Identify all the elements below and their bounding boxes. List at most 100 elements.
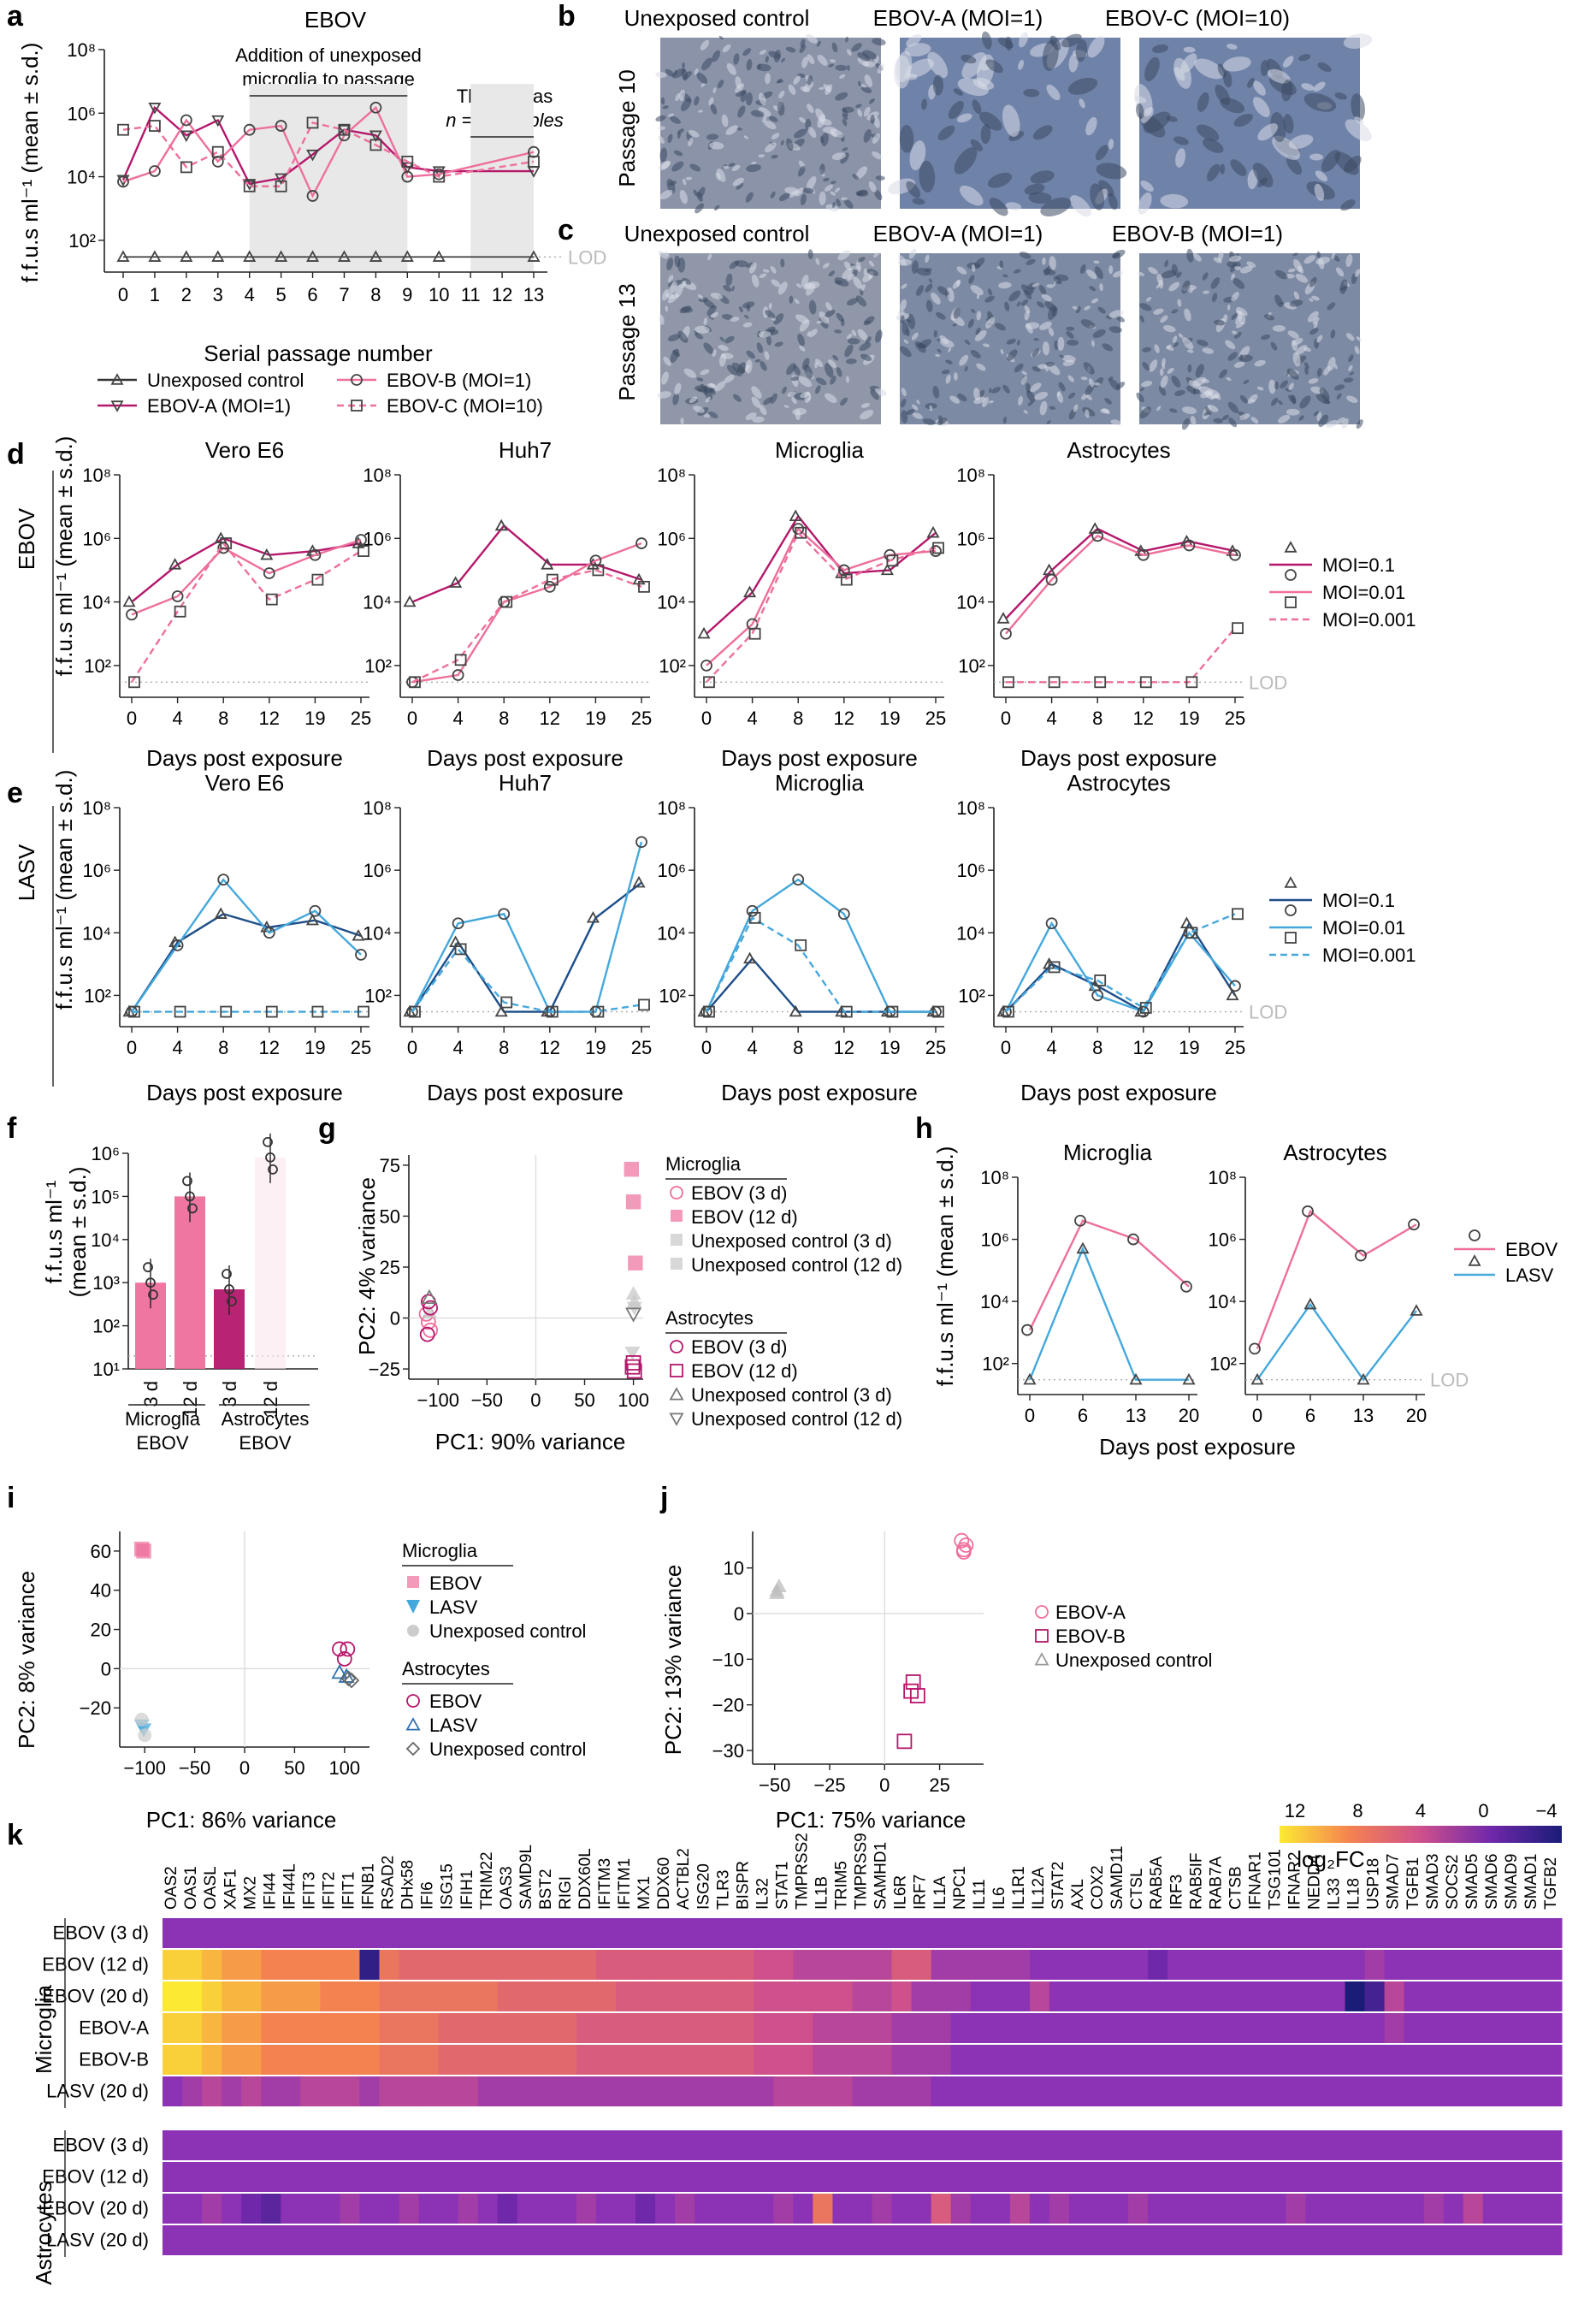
photo-b-1-cell bbox=[970, 139, 983, 151]
heatmap-cell bbox=[556, 2162, 577, 2192]
photo-c-0-cell bbox=[718, 353, 727, 367]
panel-d-3-series-1-point bbox=[1183, 539, 1196, 552]
photo-c-2-cell bbox=[1181, 280, 1191, 294]
heatmap-cell bbox=[477, 2130, 499, 2160]
heatmap-cell bbox=[1325, 2162, 1346, 2192]
heatmap-cell bbox=[675, 2076, 695, 2106]
photo-b-0-cell bbox=[873, 189, 883, 200]
photo-c-2-cell bbox=[1315, 257, 1331, 265]
heatmap-gene-label: NEDD4 bbox=[1306, 1854, 1324, 1910]
heatmap-cell bbox=[1384, 2045, 1405, 2075]
photo-c-0-cell bbox=[697, 293, 704, 299]
heatmap-cell bbox=[182, 1981, 203, 2011]
photo-c-0-cell bbox=[799, 319, 810, 332]
heatmap-cell bbox=[970, 2013, 991, 2043]
photo-c-0-cell bbox=[738, 306, 743, 313]
heatmap-cell bbox=[458, 2045, 479, 2075]
heatmap-cell bbox=[695, 2076, 715, 2106]
heatmap-row-micro-4: EBOV-B bbox=[79, 2049, 149, 2070]
panel-i-legend-micro-2: Unexposed control bbox=[429, 1620, 586, 1642]
panel-d-0-xlabel: Days post exposure bbox=[146, 745, 343, 771]
heatmap-cell bbox=[793, 2194, 813, 2224]
heatmap-cell bbox=[536, 2225, 558, 2255]
panel-d-1-xtick-label: 12 bbox=[540, 708, 560, 729]
photo-c-0-cell bbox=[822, 263, 830, 269]
heatmap-cell bbox=[1463, 2130, 1484, 2160]
photo-b-0-cell bbox=[872, 133, 880, 144]
heatmap-cell bbox=[852, 2045, 873, 2075]
photo-c-1-cell bbox=[968, 275, 975, 284]
photo-c-2-cell bbox=[1184, 308, 1191, 322]
panel-d-2-xtick-label: 19 bbox=[879, 708, 900, 729]
photo-b-1-cell bbox=[894, 55, 911, 89]
photo-b-1-cell bbox=[1069, 195, 1091, 217]
panel-a-ytick-label: 10² bbox=[68, 230, 96, 252]
heatmap-cell bbox=[675, 2162, 695, 2192]
heatmap-cell bbox=[1088, 1950, 1109, 1980]
heatmap-cell bbox=[950, 2013, 972, 2043]
photo-b-0-cell bbox=[765, 73, 771, 85]
panel-g-point-5 bbox=[624, 1359, 641, 1375]
heatmap-cell bbox=[261, 2045, 281, 2075]
heatmap-cell bbox=[261, 2076, 281, 2106]
heatmap-cell bbox=[595, 1918, 617, 1948]
photo-c-0-cell bbox=[736, 362, 747, 376]
panel-e-2-xtick-label: 0 bbox=[701, 1037, 712, 1058]
heatmap-cell bbox=[635, 2076, 656, 2106]
heatmap-cell bbox=[399, 2045, 420, 2075]
heatmap-cell bbox=[695, 2162, 715, 2192]
heatmap-cell bbox=[438, 2013, 459, 2043]
photo-c-1-cell bbox=[1073, 404, 1079, 412]
panel-h-0-series-0-point bbox=[1074, 1214, 1086, 1227]
panel-f-point-0 bbox=[143, 1262, 153, 1273]
photo-b-0-cell bbox=[722, 44, 731, 53]
photo-c-1-cell bbox=[1037, 301, 1045, 308]
photo-c-1-cell bbox=[905, 318, 912, 323]
heatmap-cell bbox=[438, 2076, 459, 2106]
photo-b-2-cell bbox=[1247, 77, 1255, 88]
photo-c-1-cell bbox=[916, 342, 927, 349]
heatmap-gene-label: SMAD6 bbox=[1483, 1854, 1501, 1910]
panel-e-0-series-0-point bbox=[305, 913, 319, 926]
panel-f-point-1 bbox=[185, 1191, 195, 1202]
heatmap-cell bbox=[241, 1950, 262, 1980]
photo-c-2-cell bbox=[1227, 401, 1239, 413]
heatmap-cell bbox=[1049, 2013, 1070, 2043]
heatmap-cell bbox=[931, 1981, 952, 2011]
heatmap-cell bbox=[832, 2162, 853, 2192]
heatmap-cell bbox=[1286, 2045, 1306, 2075]
photo-b-1-cell bbox=[1061, 33, 1082, 48]
photo-b-1-cell bbox=[921, 98, 927, 110]
heatmap-cell bbox=[911, 2130, 932, 2160]
panel-h-0-xtick-label: 6 bbox=[1078, 1405, 1088, 1426]
heatmap-cell bbox=[1187, 2045, 1208, 2075]
heatmap-cell bbox=[595, 1950, 617, 1980]
panel-d-2-series-1-line bbox=[706, 527, 937, 666]
panel-j-point-1 bbox=[896, 1733, 913, 1750]
panel-j-ytick-label: −20 bbox=[712, 1695, 744, 1716]
heatmap-cell bbox=[1522, 2194, 1543, 2224]
photo-c-2-cell bbox=[1327, 302, 1336, 311]
heatmap-cell bbox=[517, 2225, 538, 2255]
heatmap-cell bbox=[163, 2045, 183, 2075]
heatmap-cell bbox=[1443, 2076, 1464, 2106]
photo-c-2-cell bbox=[1254, 359, 1266, 367]
photo-b-0-cell bbox=[868, 98, 875, 104]
panel-d-0-ytick-label: 10² bbox=[84, 655, 111, 677]
heatmap-cell bbox=[281, 2045, 301, 2075]
photo-b-0-cell bbox=[655, 72, 667, 78]
heatmap-cell bbox=[1167, 2225, 1188, 2255]
photo-c-0-cell bbox=[726, 364, 738, 376]
photo-c-1-cell bbox=[1080, 319, 1096, 329]
heatmap-cell bbox=[1522, 2225, 1543, 2255]
heatmap-cell bbox=[477, 2076, 499, 2106]
photo-c-1-cell bbox=[986, 316, 992, 322]
heatmap-cell bbox=[1423, 2225, 1445, 2255]
panel-j-point-0 bbox=[958, 1537, 974, 1553]
heatmap-cell bbox=[477, 2162, 499, 2192]
photo-c-2-cell bbox=[1239, 354, 1244, 361]
panel-g-legend-head2: Astrocytes bbox=[665, 1307, 754, 1329]
heatmap-gene-label: SMAD9 bbox=[1503, 1854, 1521, 1910]
photo-c-2-cell bbox=[1202, 347, 1214, 354]
photo-b-0-cell bbox=[768, 116, 778, 122]
